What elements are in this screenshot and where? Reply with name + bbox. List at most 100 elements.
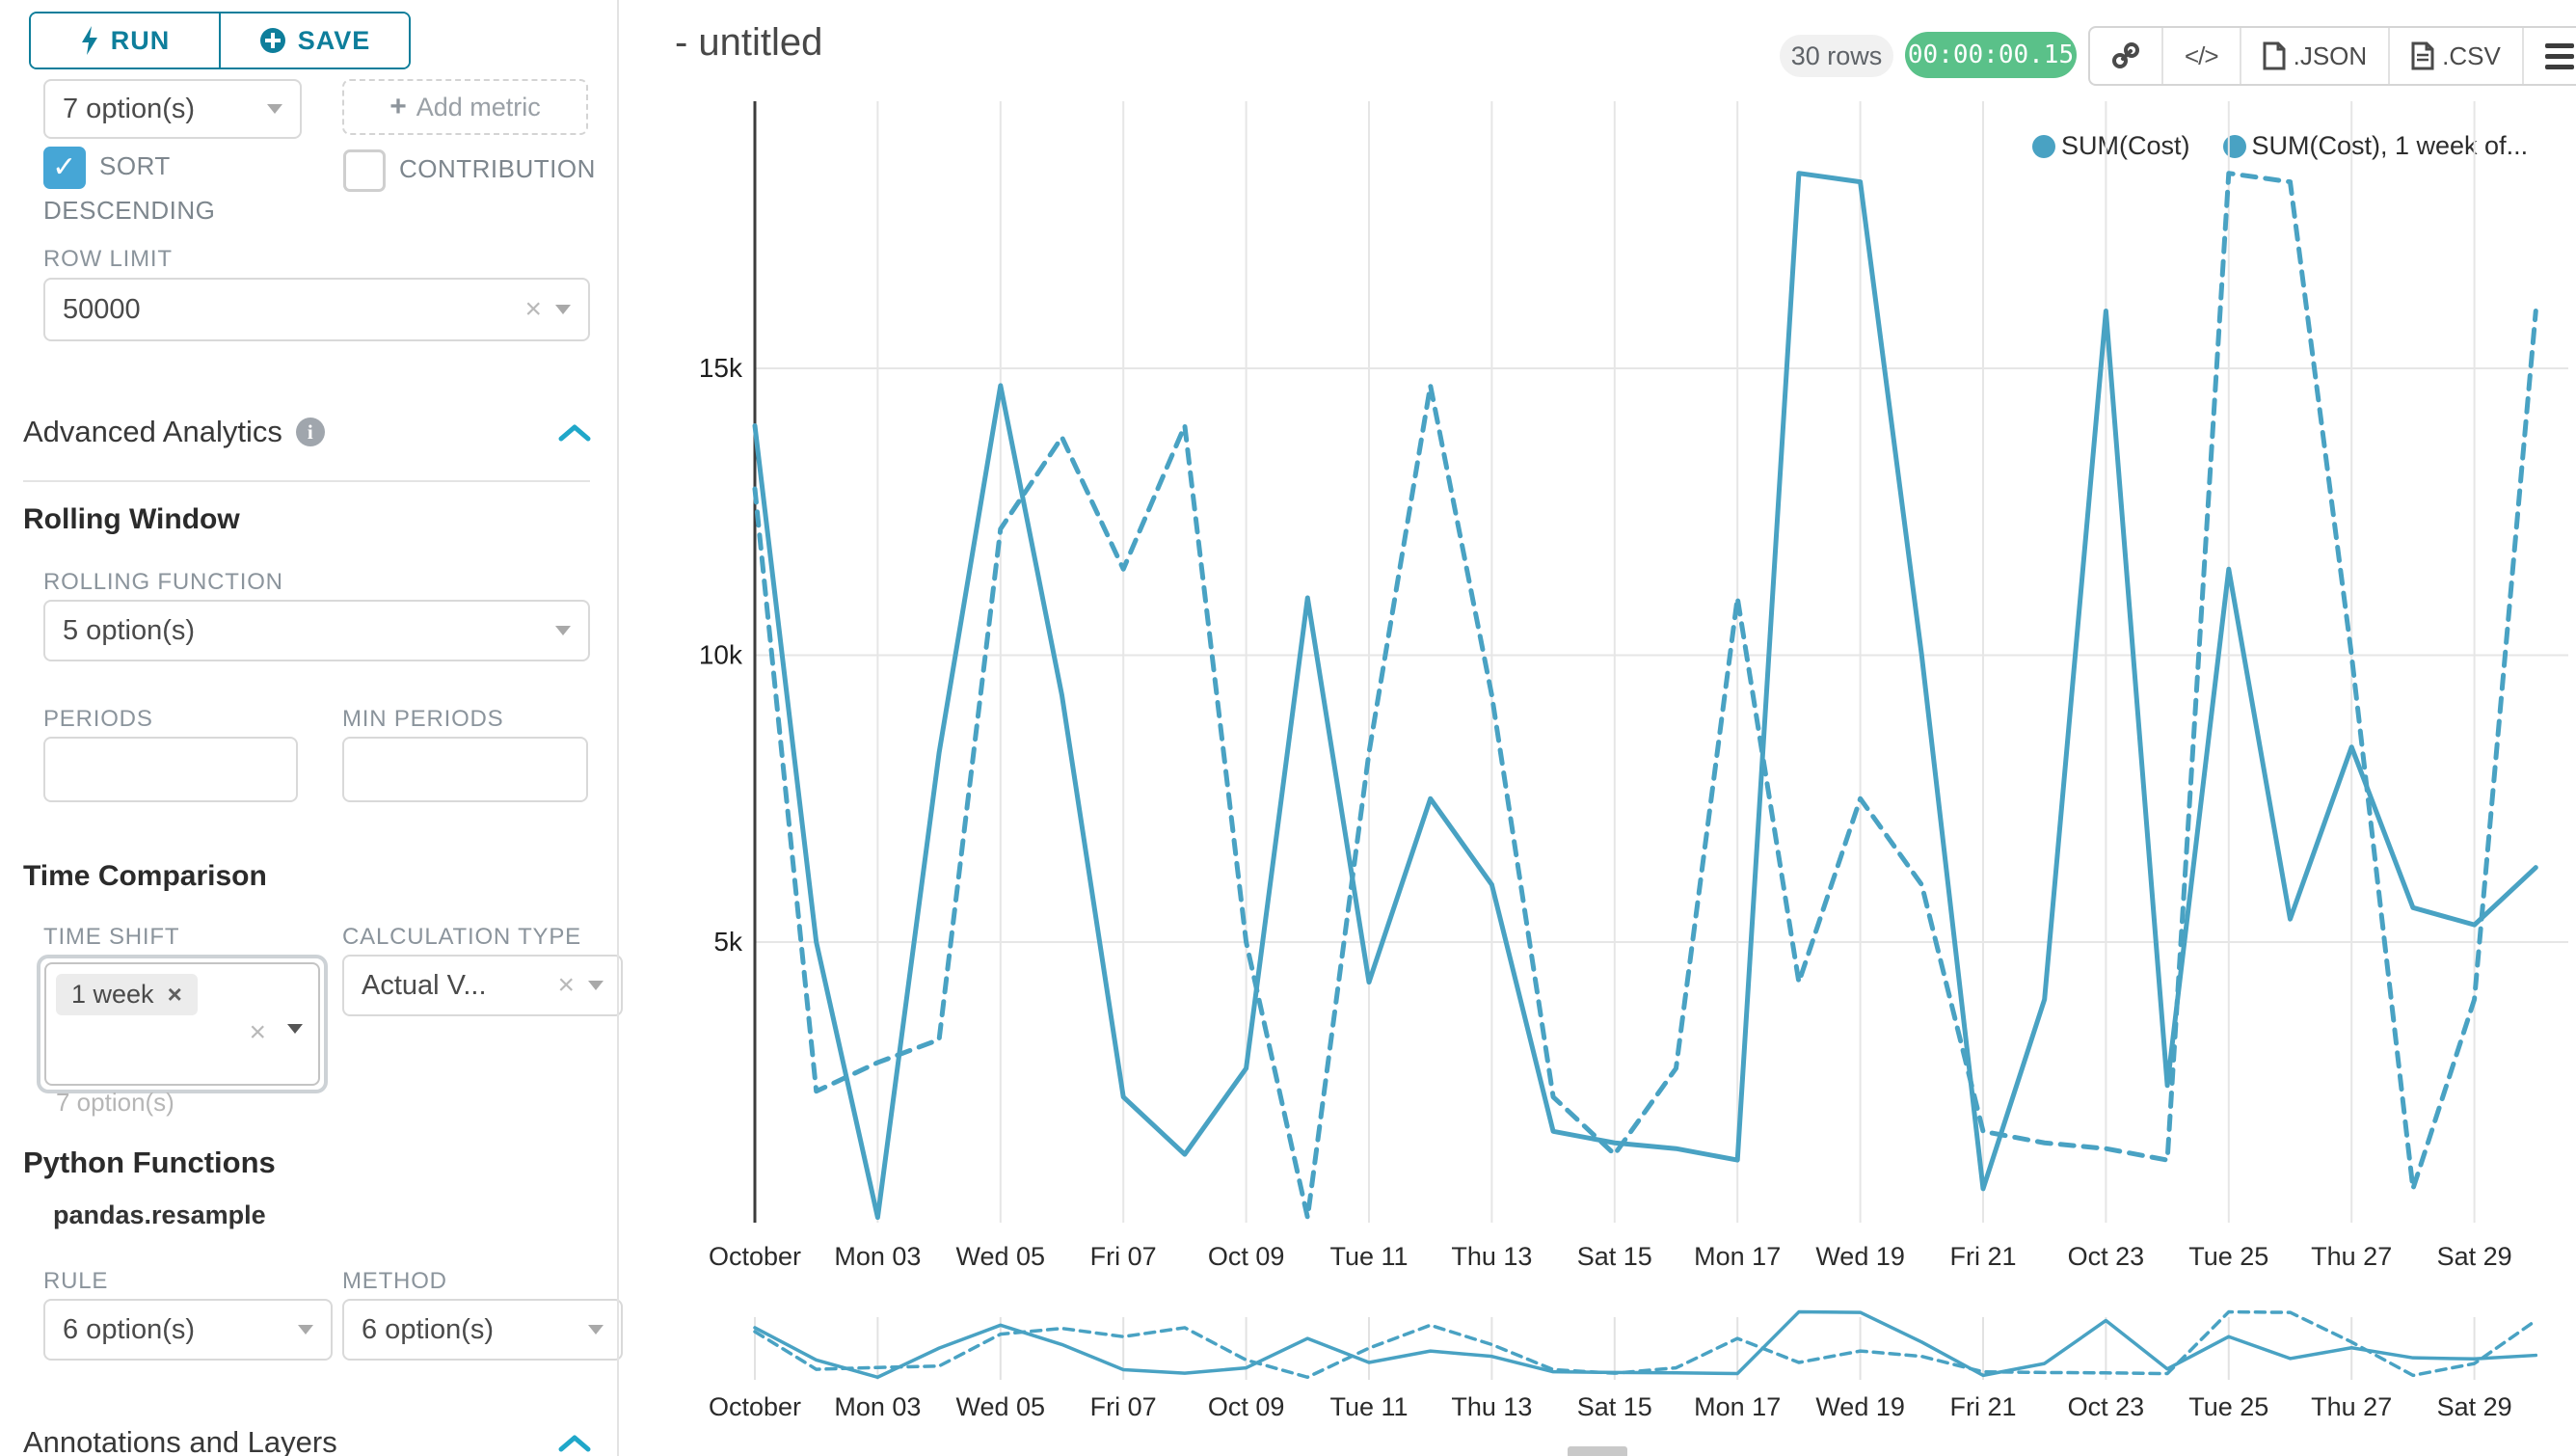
rolling-function-value: 5 option(s) bbox=[63, 614, 196, 646]
link-icon bbox=[2112, 42, 2139, 68]
mini-x-axis-label: Tue 11 bbox=[1329, 1392, 1408, 1421]
chart-menu-button[interactable] bbox=[2521, 28, 2576, 84]
x-axis-label: Oct 23 bbox=[2068, 1242, 2145, 1271]
groupby-select[interactable]: 7 option(s) bbox=[43, 79, 302, 139]
lightning-icon bbox=[81, 26, 97, 55]
mini-x-axis-label: Thu 27 bbox=[2311, 1392, 2392, 1421]
calculation-type-value: Actual V... bbox=[362, 969, 487, 1001]
plus-icon: + bbox=[389, 91, 407, 122]
time-comparison-title: Time Comparison bbox=[23, 860, 267, 892]
legend-item-sum-cost-offset[interactable]: SUM(Cost), 1 week of... bbox=[2222, 131, 2528, 161]
mini-x-axis-label: Tue 25 bbox=[2188, 1392, 2268, 1421]
mini-x-axis-label: Wed 19 bbox=[1815, 1392, 1905, 1421]
mini-x-axis-label: Wed 05 bbox=[956, 1392, 1046, 1421]
min-periods-input[interactable] bbox=[342, 737, 588, 802]
csv-label: .CSV bbox=[2442, 40, 2501, 70]
run-button-label: RUN bbox=[110, 25, 171, 55]
checkbox-checked-icon[interactable]: ✓ bbox=[43, 147, 86, 190]
rolling-window-title: Rolling Window bbox=[23, 503, 240, 535]
time-shift-tag-label: 1 week bbox=[71, 980, 154, 1009]
add-metric-label: Add metric bbox=[416, 92, 541, 121]
legend-dot-icon bbox=[2222, 134, 2246, 158]
tag-remove-icon[interactable]: × bbox=[167, 980, 182, 1009]
mini-series-line-dashed bbox=[753, 1309, 2538, 1380]
periods-input[interactable] bbox=[43, 737, 298, 802]
sort-descending-checkbox-row[interactable]: ✓ SORT DESCENDING bbox=[43, 145, 265, 231]
collapse-chevron-up-icon[interactable] bbox=[557, 422, 592, 444]
method-label: METHOD bbox=[342, 1268, 447, 1294]
x-axis-label: Fri 07 bbox=[1090, 1242, 1157, 1271]
mini-x-axis-label: Mon 03 bbox=[834, 1392, 921, 1421]
python-functions-title: Python Functions bbox=[23, 1146, 276, 1179]
time-series-line-chart[interactable]: October Mon 03 Wed 05 Fri 07 Oct 09 Tue 11 Thu… bbox=[617, 77, 2576, 1292]
min-periods-label: MIN PERIODS bbox=[342, 706, 504, 732]
x-axis-label: Mon 17 bbox=[1694, 1242, 1781, 1271]
mini-x-axis-label: Fri 21 bbox=[1949, 1392, 2016, 1421]
y-axis-label: 15k bbox=[699, 353, 743, 383]
mini-x-axis-label: Sat 29 bbox=[2437, 1392, 2512, 1421]
chevron-down-icon bbox=[555, 305, 571, 314]
run-save-button-group: RUN SAVE bbox=[29, 12, 411, 69]
time-shift-helper: 7 option(s) bbox=[56, 1088, 174, 1117]
add-metric-button[interactable]: + Add metric bbox=[342, 79, 588, 135]
x-axis-label: Sat 29 bbox=[2437, 1242, 2512, 1271]
legend-item-sum-cost[interactable]: SUM(Cost) bbox=[2032, 131, 2190, 161]
x-axis-label: October bbox=[709, 1242, 801, 1271]
x-axis-label: Mon 03 bbox=[834, 1242, 921, 1271]
chart-legend: SUM(Cost) SUM(Cost), 1 week of... bbox=[2032, 131, 2528, 161]
clear-icon[interactable]: × bbox=[557, 969, 575, 1001]
contribution-label: CONTRIBUTION bbox=[399, 154, 596, 183]
calculation-type-label: CALCULATION TYPE bbox=[342, 924, 581, 950]
checkbox-unchecked-icon[interactable] bbox=[343, 149, 386, 193]
chevron-down-icon bbox=[588, 981, 604, 990]
rule-select[interactable]: 6 option(s) bbox=[43, 1299, 333, 1361]
divider bbox=[23, 480, 590, 482]
series-line-solid bbox=[752, 171, 2538, 1221]
advanced-analytics-title: Advanced Analytics bbox=[23, 415, 282, 448]
json-label: .JSON bbox=[2293, 40, 2368, 70]
contribution-checkbox-row[interactable]: CONTRIBUTION bbox=[343, 148, 604, 193]
mini-x-axis-label: Fri 07 bbox=[1090, 1392, 1157, 1421]
mini-x-axis-label: October bbox=[709, 1392, 801, 1421]
x-axis-label: Wed 05 bbox=[956, 1242, 1046, 1271]
file-json-icon bbox=[2263, 41, 2286, 70]
legend-dot-icon bbox=[2032, 134, 2055, 158]
mini-x-axis-label: Oct 09 bbox=[1208, 1392, 1285, 1421]
rolling-function-select[interactable]: 5 option(s) bbox=[43, 600, 590, 661]
mini-x-axis-label: Thu 13 bbox=[1451, 1392, 1532, 1421]
save-button[interactable]: SAVE bbox=[219, 13, 409, 67]
export-csv-button[interactable]: .CSV bbox=[2388, 28, 2522, 84]
method-value: 6 option(s) bbox=[362, 1313, 495, 1345]
embed-code-button[interactable]: </> bbox=[2161, 28, 2240, 84]
row-limit-select[interactable]: 50000 × bbox=[43, 278, 590, 341]
chart-title[interactable]: - untitled bbox=[675, 21, 823, 64]
clear-icon[interactable]: × bbox=[524, 293, 542, 325]
x-axis-label: Tue 25 bbox=[2188, 1242, 2268, 1271]
context-brush-mini-chart[interactable]: October Mon 03 Wed 05 Fri 07 Oct 09 Tue 11 Thu… bbox=[617, 1292, 2576, 1456]
row-limit-label: ROW LIMIT bbox=[43, 246, 173, 272]
x-axis-label: Sat 15 bbox=[1577, 1242, 1652, 1271]
mini-x-axis-label: Sat 15 bbox=[1577, 1392, 1652, 1421]
run-button[interactable]: RUN bbox=[31, 13, 219, 67]
calculation-type-select[interactable]: Actual V... × bbox=[342, 955, 623, 1016]
scrollbar-thumb[interactable] bbox=[1568, 1446, 1627, 1456]
share-link-button[interactable] bbox=[2090, 28, 2161, 84]
sort-descending-label: SORT DESCENDING bbox=[43, 151, 216, 226]
export-json-button[interactable]: .JSON bbox=[2239, 28, 2389, 84]
chevron-down-icon bbox=[588, 1325, 604, 1335]
pandas-resample-label: pandas.resample bbox=[53, 1200, 266, 1229]
chevron-down-icon bbox=[298, 1325, 313, 1335]
x-axis-label: Fri 21 bbox=[1949, 1242, 2016, 1271]
rule-label: RULE bbox=[43, 1268, 109, 1294]
chart-actions-toolbar: </> .JSON .CSV bbox=[2088, 26, 2576, 86]
collapse-chevron-up-icon[interactable] bbox=[557, 1433, 592, 1454]
annotations-title: Annotations and Layers bbox=[23, 1425, 337, 1456]
clear-icon[interactable]: × bbox=[249, 1016, 266, 1048]
time-shift-tag[interactable]: 1 week × bbox=[56, 974, 198, 1015]
y-axis-label: 10k bbox=[699, 640, 743, 670]
x-axis-label: Thu 27 bbox=[2311, 1242, 2392, 1271]
x-axis-label: Oct 09 bbox=[1208, 1242, 1285, 1271]
time-shift-multiselect[interactable]: 1 week × × bbox=[37, 955, 328, 1093]
method-select[interactable]: 6 option(s) bbox=[342, 1299, 623, 1361]
